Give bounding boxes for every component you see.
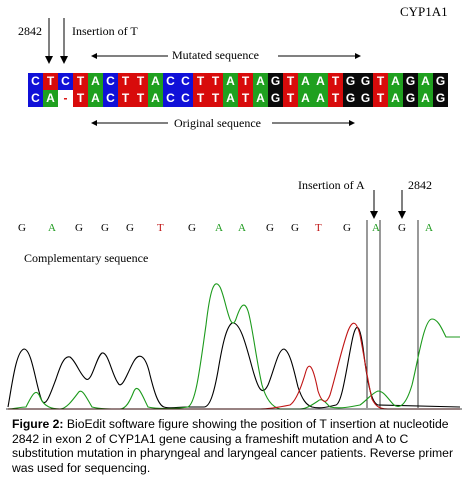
original_sequence-base: A bbox=[253, 90, 268, 107]
base-call: G bbox=[291, 222, 299, 234]
mutated-sequence-label: Mutated sequence bbox=[172, 48, 259, 62]
original_sequence-base: C bbox=[103, 90, 118, 107]
original_sequence-base: C bbox=[28, 90, 43, 107]
mutated_sequence-base: T bbox=[118, 73, 133, 90]
mutated_sequence-base: C bbox=[163, 73, 178, 90]
mutated_sequence-base: A bbox=[313, 73, 328, 90]
base-call: G bbox=[18, 222, 26, 234]
base-call: A bbox=[48, 222, 56, 234]
original_sequence-base: G bbox=[358, 90, 373, 107]
mutated_sequence-base: C bbox=[58, 73, 73, 90]
chromatogram-traces bbox=[6, 283, 462, 410]
original_sequence-base: C bbox=[178, 90, 193, 107]
mutated_sequence-base: G bbox=[433, 73, 448, 90]
base-call: G bbox=[188, 222, 196, 234]
base-call: G bbox=[343, 222, 351, 234]
mutated_sequence-base: A bbox=[253, 73, 268, 90]
base-call: G bbox=[75, 222, 83, 234]
original_sequence-base: A bbox=[88, 90, 103, 107]
mutated_sequence-base: G bbox=[358, 73, 373, 90]
mutated_sequence-base: G bbox=[343, 73, 358, 90]
original_sequence-base: G bbox=[433, 90, 448, 107]
base-call: G bbox=[266, 222, 274, 234]
caption-text: BioEdit software figure showing the posi… bbox=[12, 417, 454, 475]
original_sequence-base: A bbox=[388, 90, 403, 107]
base-call: G bbox=[398, 222, 406, 234]
original_sequence-base: T bbox=[373, 90, 388, 107]
mutated_sequence-base: A bbox=[388, 73, 403, 90]
original_sequence-base: T bbox=[283, 90, 298, 107]
base-call: T bbox=[315, 222, 322, 234]
base-call: A bbox=[215, 222, 223, 234]
mutated_sequence-base: T bbox=[238, 73, 253, 90]
original_sequence-base: A bbox=[298, 90, 313, 107]
caption-prefix: Figure 2: bbox=[12, 417, 64, 431]
top-insertion-label: Insertion of T bbox=[72, 24, 138, 38]
original_sequence-base: G bbox=[343, 90, 358, 107]
mutated_sequence-base: T bbox=[43, 73, 58, 90]
base-call: A bbox=[238, 222, 246, 234]
mutated_sequence-base: A bbox=[148, 73, 163, 90]
mutated_sequence-base: C bbox=[178, 73, 193, 90]
original_sequence-base: G bbox=[403, 90, 418, 107]
original_sequence-base: G bbox=[268, 90, 283, 107]
original_sequence-base: A bbox=[148, 90, 163, 107]
bottom-insertion-label: Insertion of A bbox=[298, 178, 365, 192]
original_sequence-base: T bbox=[208, 90, 223, 107]
trace-g bbox=[7, 322, 461, 409]
mutated_sequence-base: T bbox=[208, 73, 223, 90]
mutated_sequence-base: A bbox=[298, 73, 313, 90]
complementary-sequence-label: Complementary sequence bbox=[24, 251, 149, 265]
original_sequence-base: T bbox=[328, 90, 343, 107]
mutated_sequence-base: T bbox=[373, 73, 388, 90]
original_sequence-base: T bbox=[73, 90, 88, 107]
original_sequence-base: A bbox=[313, 90, 328, 107]
bottom-position-label: 2842 bbox=[408, 178, 432, 192]
mutated_sequence-base: T bbox=[328, 73, 343, 90]
figure-caption: Figure 2: BioEdit software figure showin… bbox=[12, 417, 458, 475]
mutated_sequence-base: A bbox=[88, 73, 103, 90]
base-call: G bbox=[126, 222, 134, 234]
original_sequence-base: A bbox=[43, 90, 58, 107]
original-sequence-label: Original sequence bbox=[174, 116, 261, 130]
original_sequence-base: T bbox=[238, 90, 253, 107]
original_sequence-base: T bbox=[118, 90, 133, 107]
mutated_sequence-base: T bbox=[193, 73, 208, 90]
original_sequence-base: T bbox=[193, 90, 208, 107]
mutated_sequence-base: T bbox=[73, 73, 88, 90]
top-arrows bbox=[45, 18, 361, 126]
original_sequence-base: - bbox=[58, 90, 73, 107]
mutated_sequence-base: A bbox=[418, 73, 433, 90]
base-call: G bbox=[101, 222, 109, 234]
original_sequence-base: T bbox=[133, 90, 148, 107]
base-call: A bbox=[425, 222, 433, 234]
trace-t bbox=[8, 322, 460, 410]
mutated_sequence-base: A bbox=[223, 73, 238, 90]
top-position-label: 2842 bbox=[18, 24, 42, 38]
original_sequence-base: A bbox=[223, 90, 238, 107]
mutated_sequence-base: T bbox=[283, 73, 298, 90]
mutated_sequence-base: G bbox=[403, 73, 418, 90]
mutated_sequence-base: C bbox=[28, 73, 43, 90]
trace-a bbox=[7, 283, 460, 410]
mutated_sequence-base: C bbox=[103, 73, 118, 90]
base-call: A bbox=[372, 222, 380, 234]
gene-label: CYP1A1 bbox=[400, 4, 448, 19]
mutated_sequence-base: G bbox=[268, 73, 283, 90]
mutated_sequence-base: T bbox=[133, 73, 148, 90]
base-call: T bbox=[157, 222, 164, 234]
original_sequence-base: C bbox=[163, 90, 178, 107]
original_sequence-base: A bbox=[418, 90, 433, 107]
